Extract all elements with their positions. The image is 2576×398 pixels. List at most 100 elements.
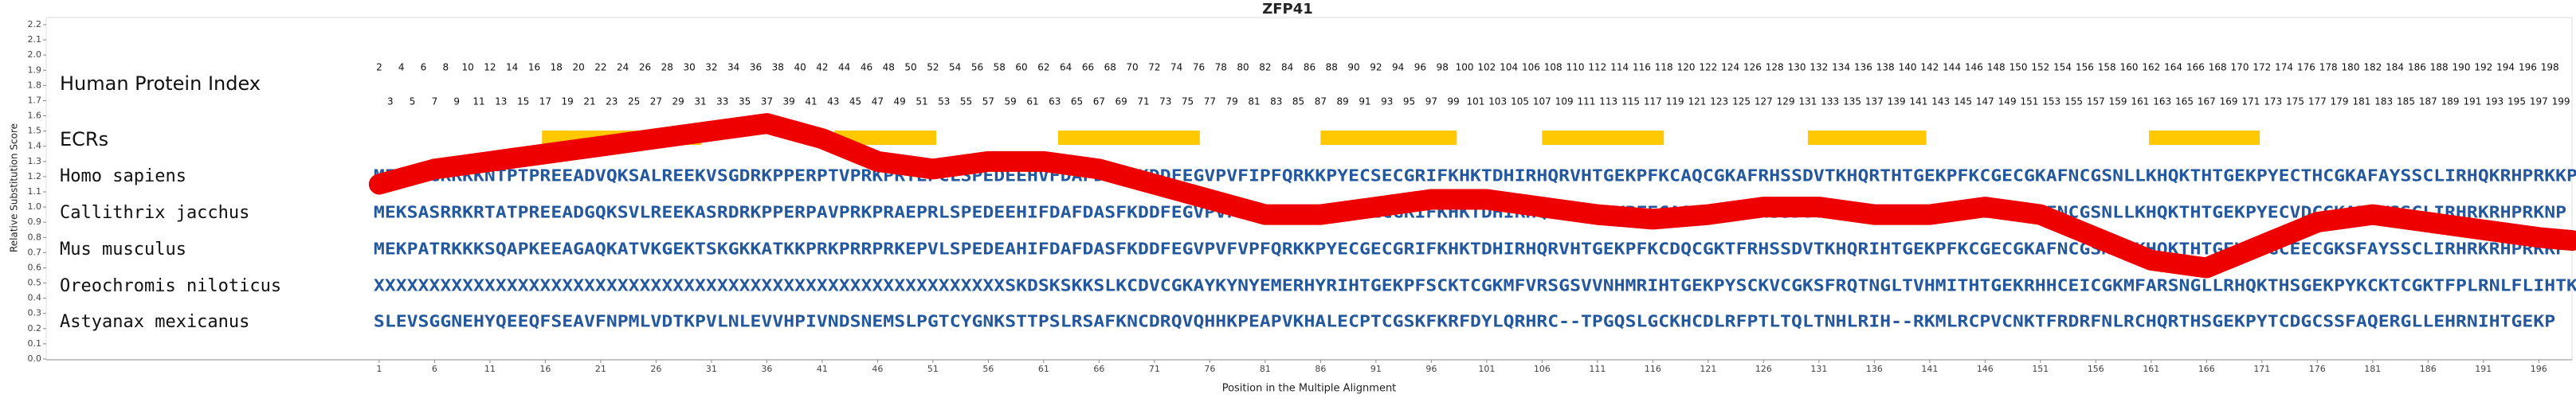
protein-index: 154 [2053, 62, 2072, 73]
x-tick-label: 171 [2253, 364, 2270, 374]
x-tick-label: 191 [2475, 364, 2492, 374]
protein-index: 9 [453, 96, 460, 107]
protein-index: 25 [628, 96, 640, 107]
protein-index: 68 [1104, 62, 1116, 73]
protein-index: 33 [716, 96, 728, 107]
x-tick-label: 166 [2198, 364, 2215, 374]
y-tick-label: 0.3 [28, 308, 42, 318]
x-tick-label: 161 [2143, 364, 2159, 374]
species-name: Oreochromis niloticus [60, 276, 281, 296]
protein-index: 13 [495, 96, 507, 107]
protein-index: 189 [2441, 96, 2460, 107]
protein-index: 190 [2452, 62, 2471, 73]
protein-index: 59 [1005, 96, 1017, 107]
protein-index: 85 [1292, 96, 1304, 107]
protein-index: 136 [1854, 62, 1872, 73]
protein-index: 186 [2408, 62, 2426, 73]
protein-index: 69 [1115, 96, 1127, 107]
x-tick-label: 151 [2032, 364, 2049, 374]
protein-index: 92 [1370, 62, 1382, 73]
protein-index: 177 [2308, 96, 2327, 107]
protein-index: 3 [387, 96, 394, 107]
protein-index: 29 [672, 96, 684, 107]
protein-index: 4 [398, 62, 405, 73]
protein-index: 74 [1170, 62, 1182, 73]
protein-index: 134 [1832, 62, 1850, 73]
protein-index: 167 [2198, 96, 2216, 107]
protein-index: 181 [2352, 96, 2370, 107]
protein-index: 164 [2164, 62, 2182, 73]
protein-index: 61 [1026, 96, 1038, 107]
protein-index: 83 [1270, 96, 1282, 107]
protein-index: 79 [1226, 96, 1238, 107]
protein-index: 88 [1326, 62, 1338, 73]
protein-index: 38 [772, 62, 784, 73]
protein-index: 96 [1414, 62, 1426, 73]
protein-index: 24 [617, 62, 629, 73]
protein-index: 106 [1522, 62, 1540, 73]
y-tick-label: 0.9 [28, 217, 42, 227]
protein-index: 48 [883, 62, 895, 73]
protein-index: 170 [2231, 62, 2249, 73]
protein-index: 187 [2419, 96, 2437, 107]
protein-index: 30 [683, 62, 695, 73]
x-tick-label: 196 [2531, 364, 2547, 374]
species-name: Callithrix jacchus [60, 203, 249, 223]
protein-index: 35 [739, 96, 751, 107]
protein-index: 197 [2530, 96, 2548, 107]
y-tick-label: 0.2 [28, 323, 42, 334]
x-tick-label: 101 [1478, 364, 1495, 374]
protein-index: 45 [849, 96, 861, 107]
y-tick-label: 0.7 [28, 247, 42, 257]
protein-index: 149 [1998, 96, 2017, 107]
protein-index: 113 [1599, 96, 1617, 107]
y-tick-label: 1.6 [28, 111, 42, 121]
protein-index: 117 [1644, 96, 1662, 107]
protein-index: 71 [1137, 96, 1149, 107]
protein-index: 140 [1899, 62, 1917, 73]
track-label: Human Protein Index [60, 72, 261, 95]
protein-index: 55 [960, 96, 972, 107]
x-tick-label: 116 [1645, 364, 1661, 374]
protein-index: 100 [1456, 62, 1474, 73]
protein-index: 188 [2430, 62, 2449, 73]
protein-index: 195 [2507, 96, 2526, 107]
sequence: MEKPATRKKKSQAPKEEAGAQKATVKGEKTSKGKKATKKP… [374, 240, 2566, 259]
protein-index: 152 [2031, 62, 2049, 73]
protein-index: 60 [1015, 62, 1027, 73]
protein-index: 73 [1159, 96, 1171, 107]
protein-index: 57 [982, 96, 994, 107]
protein-index: 6 [421, 62, 427, 73]
protein-index: 77 [1204, 96, 1216, 107]
y-tick-label: 2.0 [28, 49, 42, 60]
protein-index: 102 [1477, 62, 1496, 73]
protein-index: 135 [1843, 96, 1861, 107]
protein-index: 122 [1699, 62, 1717, 73]
protein-index: 87 [1315, 96, 1327, 107]
protein-index: 43 [827, 96, 839, 107]
protein-index: 75 [1182, 96, 1194, 107]
protein-index: 95 [1403, 96, 1415, 107]
y-tick-label: 2.1 [28, 34, 42, 45]
protein-index: 23 [606, 96, 618, 107]
protein-index: 118 [1655, 62, 1673, 73]
protein-index: 7 [432, 96, 438, 107]
protein-index: 42 [816, 62, 828, 73]
protein-index: 12 [484, 62, 496, 73]
protein-index: 49 [894, 96, 906, 107]
protein-index: 11 [472, 96, 484, 107]
protein-index: 184 [2386, 62, 2404, 73]
protein-index: 121 [1688, 96, 1706, 107]
protein-index: 18 [551, 62, 563, 73]
protein-index: 115 [1621, 96, 1640, 107]
x-tick-label: 111 [1589, 364, 1606, 374]
protein-index: 145 [1954, 96, 1972, 107]
protein-index: 52 [927, 62, 939, 73]
protein-index: 26 [639, 62, 651, 73]
x-tick-label: 61 [1038, 364, 1049, 374]
protein-index: 51 [916, 96, 927, 107]
protein-index: 89 [1337, 96, 1349, 107]
protein-index: 185 [2397, 96, 2415, 107]
protein-index: 19 [562, 96, 574, 107]
protein-index: 158 [2098, 62, 2116, 73]
